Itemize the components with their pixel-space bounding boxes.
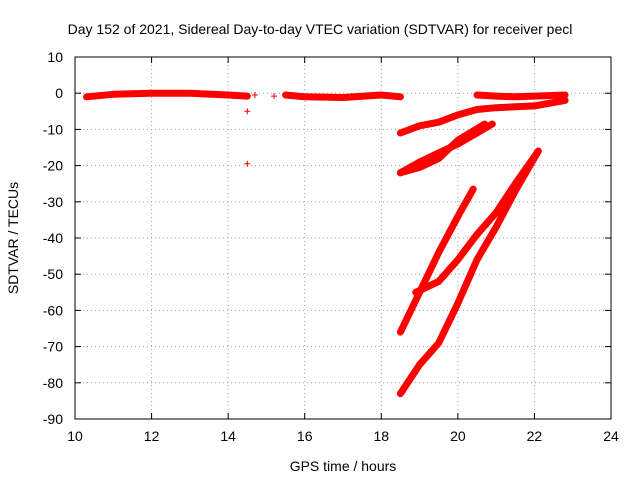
y-tick-label: -50 [43,266,63,282]
series-steep-arc-3 [396,147,542,398]
x-tick-label: 20 [450,428,466,444]
series-rising-arc-2 [473,91,569,101]
series-outliers [244,108,251,167]
data-point [493,209,500,216]
x-tick-label: 16 [297,428,313,444]
data-point [493,104,500,111]
x-tick-label: 24 [603,428,619,444]
data-series [83,89,569,398]
data-point [244,93,251,100]
y-axis-label: SDTVAR / TECUs [5,182,21,294]
series-near-zero-segment-C [282,91,404,101]
data-point [251,92,258,99]
data-point [531,102,538,109]
x-tick-label: 14 [220,428,236,444]
series-trace [396,147,542,398]
data-point [454,140,461,147]
data-point [474,92,480,99]
data-point [512,93,519,100]
series-near-zero-segment-B [251,92,278,100]
series-rising-arc-4 [396,120,496,177]
data-point [397,390,404,397]
data-point [435,119,442,126]
data-point [416,361,423,368]
axis-ticks: 10 12 14 16 18 20 22 24 10 0 -10 -20 -30 -40 -50 -60 -70… [43,49,619,444]
data-point [412,289,419,296]
data-point [244,108,251,115]
data-point [397,130,404,137]
series-trace [396,120,496,177]
x-tick-label: 22 [527,428,543,444]
data-point [454,300,461,307]
data-point [474,231,480,238]
data-point [493,93,500,100]
series-trace [473,91,569,101]
data-point [301,93,308,100]
data-point [435,149,442,156]
series-steep-arc-1 [396,185,477,336]
series-trace [396,185,477,336]
series-near-zero-segment-A [83,89,251,101]
data-point [397,93,404,100]
data-point [435,339,442,346]
y-tick-label: -60 [43,302,63,318]
data-point [489,120,496,127]
data-point [83,93,90,100]
series-trace [83,89,251,101]
data-point [110,91,117,98]
data-point [271,93,278,100]
data-point [435,278,442,285]
data-point [474,256,480,263]
data-point [562,92,569,99]
y-tick-label: -20 [43,158,63,174]
data-point [535,148,542,155]
x-axis-label: GPS time / hours [290,458,397,474]
data-point [416,122,423,129]
data-point [470,186,477,193]
data-point [378,92,385,99]
data-point [397,169,404,176]
y-tick-label: -40 [43,230,63,246]
data-point [454,111,461,118]
data-point [186,90,193,97]
data-point [397,329,404,336]
x-tick-label: 10 [67,428,83,444]
grid [75,57,611,419]
series-trace [412,147,542,296]
data-point [454,213,461,220]
data-point [340,94,346,101]
y-tick-label: -80 [43,375,63,391]
data-point [244,160,251,167]
chart-title: Day 152 of 2021, Sidereal Day-to-day VTE… [68,21,573,37]
data-point [474,130,480,137]
y-tick-label: 10 [47,49,63,65]
y-tick-label: -90 [43,411,63,427]
data-point [225,92,232,99]
data-point [416,158,423,165]
data-point [282,92,289,99]
y-tick-label: 0 [55,85,63,101]
data-point [493,224,500,231]
y-tick-label: -70 [43,339,63,355]
y-tick-label: -30 [43,194,63,210]
data-point [148,90,155,97]
x-tick-label: 18 [373,428,389,444]
data-point [512,187,519,194]
y-tick-label: -10 [43,121,63,137]
x-tick-label: 12 [144,428,160,444]
series-rising-arc-1 [396,96,569,137]
data-point [531,93,538,100]
data-point [454,256,461,263]
series-trace [396,96,569,137]
data-point [474,106,480,113]
data-point [435,249,442,256]
